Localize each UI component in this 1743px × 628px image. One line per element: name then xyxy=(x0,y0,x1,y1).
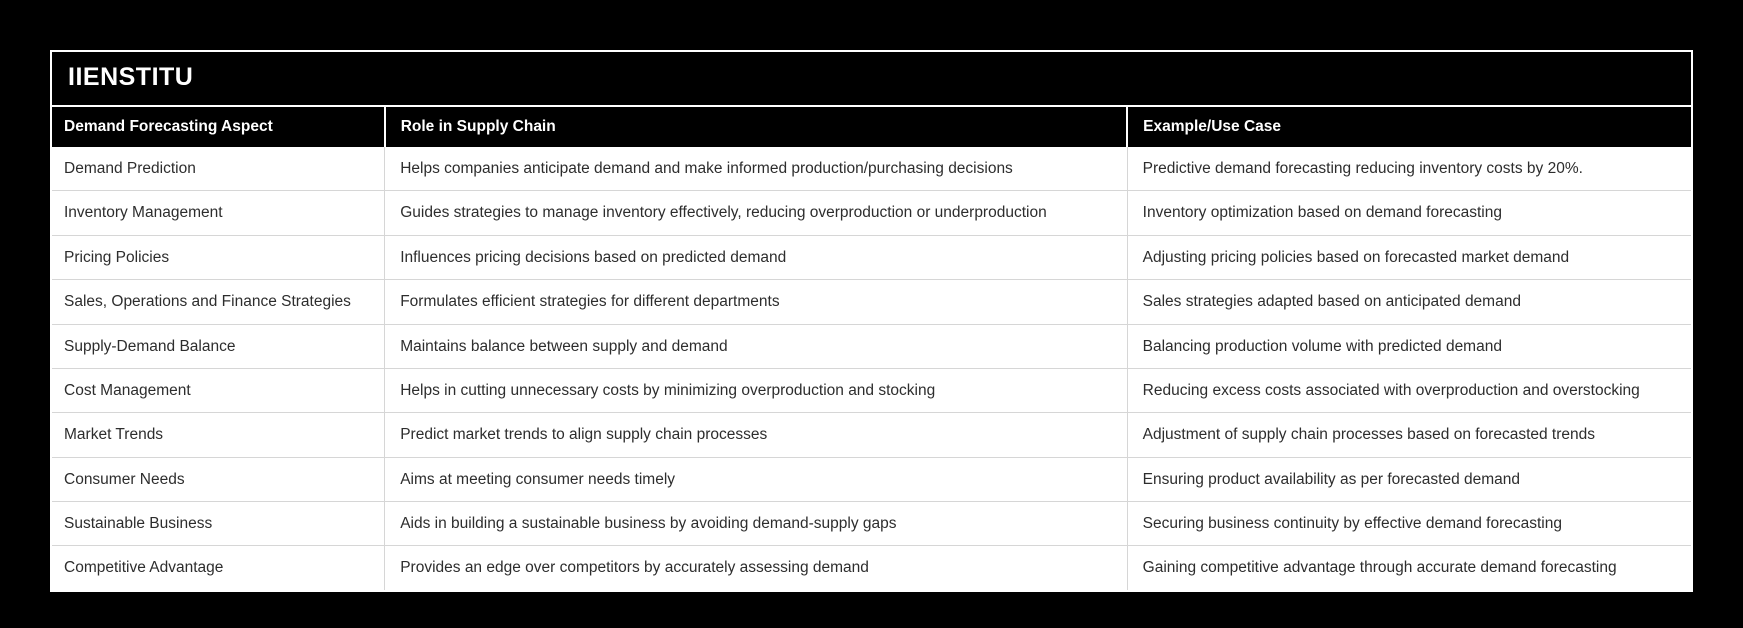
table-cell: Aids in building a sustainable business … xyxy=(384,501,1128,546)
table-row: Demand Prediction Helps companies anticip… xyxy=(52,147,1691,191)
table-cell: Inventory Management xyxy=(52,190,385,236)
table-cell: Ensuring product availability as per for… xyxy=(1126,456,1691,502)
table-cell: Influences pricing decisions based on pr… xyxy=(384,234,1128,280)
table-row: Sustainable Business Aids in building a s… xyxy=(52,501,1691,546)
table-cell: Helps in cutting unnecessary costs by mi… xyxy=(384,367,1128,413)
column-header-aspect: Demand Forecasting Aspect xyxy=(52,106,385,148)
table-cell: Securing business continuity by effectiv… xyxy=(1126,501,1691,546)
table-cell: Demand Prediction xyxy=(52,147,385,191)
table-card: IIENSTITU Demand Forecasting Aspect Role… xyxy=(50,50,1693,592)
table-cell: Aims at meeting consumer needs timely xyxy=(384,456,1128,502)
table-cell: Market Trends xyxy=(52,412,385,458)
table-cell: Competitive Advantage xyxy=(52,545,385,590)
column-header-example: Example/Use Case xyxy=(1126,106,1691,148)
table-row: Cost Management Helps in cutting unnecess… xyxy=(52,367,1691,413)
demand-forecasting-table: Demand Forecasting Aspect Role in Supply… xyxy=(52,106,1691,590)
table-cell: Formulates efficient strategies for diff… xyxy=(384,279,1128,325)
table-cell: Helps companies anticipate demand and ma… xyxy=(384,147,1128,191)
table-cell: Maintains balance between supply and dem… xyxy=(384,323,1128,369)
table-cell: Predictive demand forecasting reducing i… xyxy=(1126,147,1691,191)
table-cell: Pricing Policies xyxy=(52,234,385,280)
table-cell: Gaining competitive advantage through ac… xyxy=(1126,545,1691,590)
table-cell: Balancing production volume with predict… xyxy=(1126,323,1691,369)
table-cell: Provides an edge over competitors by acc… xyxy=(384,545,1128,590)
table-row: Competitive Advantage Provides an edge ov… xyxy=(52,545,1691,590)
table-row: Market Trends Predict market trends to al… xyxy=(52,412,1691,458)
table-cell: Supply-Demand Balance xyxy=(52,323,385,369)
header-row: Demand Forecasting Aspect Role in Supply… xyxy=(52,106,1691,148)
brand-title: IIENSTITU xyxy=(52,52,1691,107)
table-cell: Adjustment of supply chain processes bas… xyxy=(1126,412,1691,458)
table-row: Consumer Needs Aims at meeting consumer n… xyxy=(52,456,1691,502)
table-cell: Reducing excess costs associated with ov… xyxy=(1126,367,1691,413)
table-row: Sales, Operations and Finance Strategies… xyxy=(52,279,1691,325)
table-row: Pricing Policies Influences pricing decis… xyxy=(52,234,1691,280)
table-row: Supply-Demand Balance Maintains balance b… xyxy=(52,323,1691,369)
table-header: Demand Forecasting Aspect Role in Supply… xyxy=(52,106,1691,148)
table-cell: Cost Management xyxy=(52,367,385,413)
column-header-role: Role in Supply Chain xyxy=(383,106,1128,148)
table-body: Demand Prediction Helps companies anticip… xyxy=(52,147,1691,590)
table-cell: Sales strategies adapted based on antici… xyxy=(1126,279,1691,325)
table-cell: Sales, Operations and Finance Strategies xyxy=(52,279,385,325)
table-row: Inventory Management Guides strategies to… xyxy=(52,190,1691,236)
table-cell: Adjusting pricing policies based on fore… xyxy=(1126,234,1691,280)
table-cell: Sustainable Business xyxy=(52,501,385,546)
table-cell: Inventory optimization based on demand f… xyxy=(1126,190,1691,236)
table-cell: Consumer Needs xyxy=(52,456,385,502)
table-cell: Predict market trends to align supply ch… xyxy=(384,412,1128,458)
table-cell: Guides strategies to manage inventory ef… xyxy=(384,190,1128,236)
